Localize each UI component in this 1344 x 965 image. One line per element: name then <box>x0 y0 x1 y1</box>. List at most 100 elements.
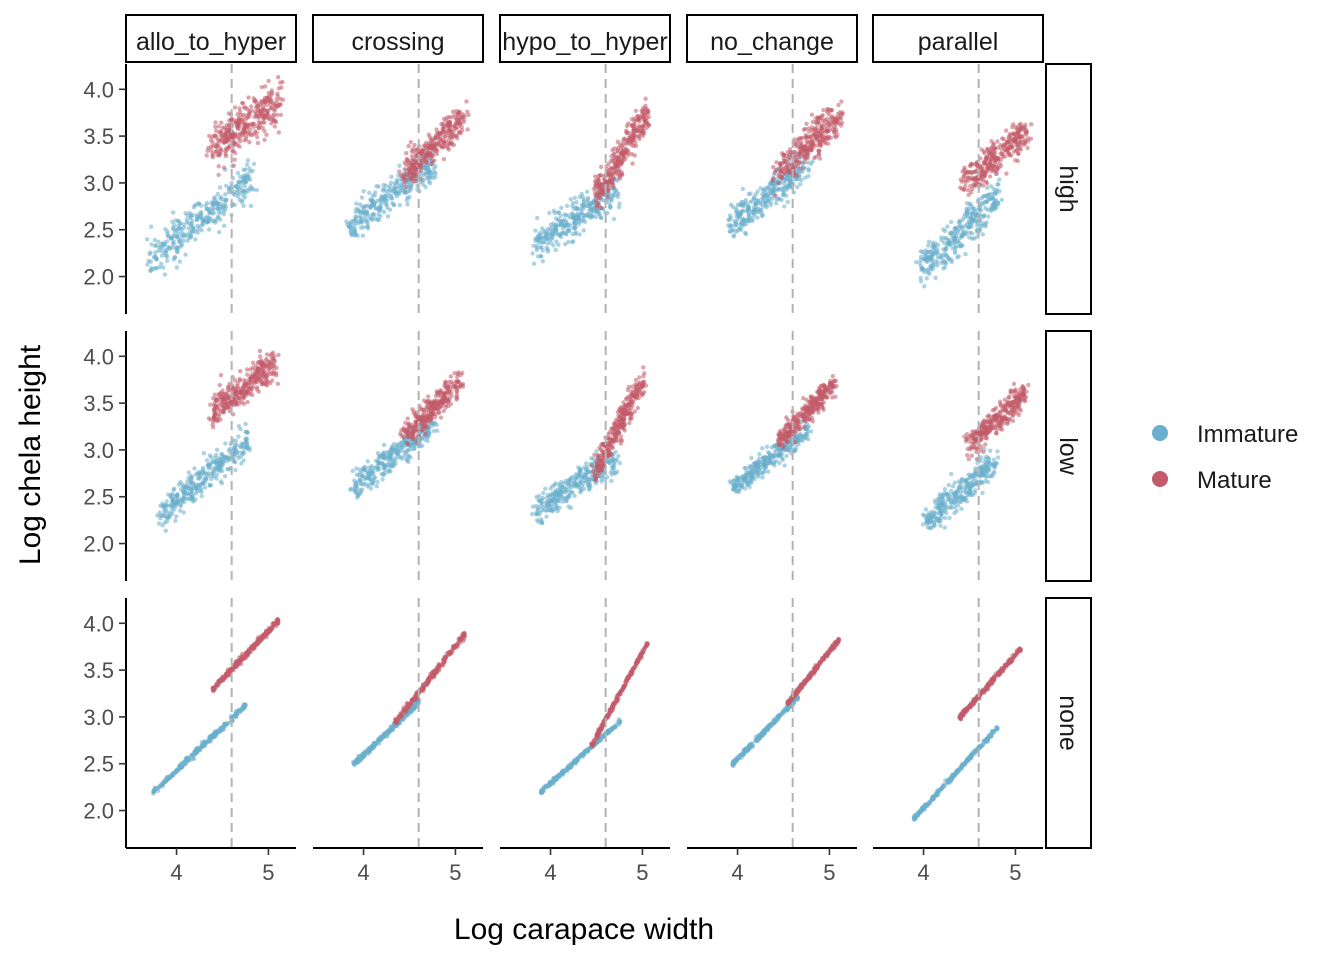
immature-point <box>744 232 748 236</box>
mature-point <box>252 132 256 136</box>
mature-point <box>625 124 629 128</box>
immature-point <box>195 217 199 221</box>
immature-point <box>428 181 432 185</box>
mature-point <box>280 80 284 84</box>
immature-point <box>536 508 540 512</box>
immature-point <box>607 461 611 465</box>
immature-point <box>530 251 534 255</box>
mature-point <box>455 396 459 400</box>
mature-point <box>443 380 447 384</box>
mature-point <box>247 123 251 127</box>
immature-point <box>554 248 558 252</box>
immature-point <box>149 260 153 264</box>
immature-point <box>744 198 748 202</box>
immature-point <box>395 178 399 182</box>
immature-point <box>390 196 394 200</box>
mature-point <box>594 473 598 477</box>
immature-point <box>185 218 189 222</box>
immature-point <box>373 465 377 469</box>
immature-point <box>612 217 616 221</box>
immature-point <box>739 203 743 207</box>
immature-point <box>755 215 759 219</box>
immature-point <box>784 177 788 181</box>
mature-point <box>1029 122 1033 126</box>
mature-point <box>261 116 265 120</box>
mature-point <box>797 160 801 164</box>
mature-point <box>277 103 281 107</box>
mature-point <box>212 410 216 414</box>
immature-point <box>223 456 227 460</box>
immature-point <box>373 475 377 479</box>
mature-point <box>430 159 434 163</box>
immature-point <box>958 219 962 223</box>
mature-point <box>837 115 841 119</box>
immature-point <box>202 472 206 476</box>
mature-point <box>814 155 818 159</box>
immature-point <box>574 472 578 476</box>
immature-point <box>382 450 386 454</box>
immature-point <box>565 221 569 225</box>
immature-point <box>203 203 207 207</box>
mature-point <box>994 165 998 169</box>
mature-point <box>263 362 267 366</box>
mature-point <box>268 102 272 106</box>
immature-point <box>195 212 199 216</box>
immature-point <box>386 214 390 218</box>
immature-point <box>997 177 1001 181</box>
mature-point <box>406 144 410 148</box>
immature-point <box>533 228 537 232</box>
immature-point <box>927 240 931 244</box>
immature-point <box>202 451 206 455</box>
immature-point <box>180 498 184 502</box>
immature-point <box>557 482 561 486</box>
points <box>348 370 465 500</box>
mature-point <box>1012 138 1016 142</box>
mature-point <box>832 120 836 124</box>
mature-point <box>405 157 409 161</box>
immature-point <box>242 176 246 180</box>
immature-point <box>178 259 182 263</box>
panel-hypo_to_hyper-low <box>530 331 648 581</box>
mature-point <box>241 117 245 121</box>
mature-point <box>255 385 259 389</box>
immature-point <box>571 201 575 205</box>
immature-point <box>170 493 174 497</box>
immature-point <box>923 257 927 261</box>
mature-point <box>241 395 245 399</box>
mature-point <box>778 175 782 179</box>
immature-point <box>547 211 551 215</box>
mature-point <box>436 136 440 140</box>
immature-point <box>359 490 363 494</box>
immature-point <box>247 448 251 452</box>
points <box>155 349 281 533</box>
immature-point <box>163 227 167 231</box>
mature-point <box>642 131 646 135</box>
mature-point <box>412 143 416 147</box>
immature-point <box>534 512 538 516</box>
immature-point <box>207 227 211 231</box>
immature-point <box>981 202 985 206</box>
immature-point <box>412 447 416 451</box>
immature-point <box>986 198 990 202</box>
immature-point <box>757 210 761 214</box>
immature-point <box>776 187 780 191</box>
mature-point <box>630 412 634 416</box>
immature-point <box>584 468 588 472</box>
mature-point <box>598 464 602 468</box>
mature-point <box>449 380 453 384</box>
mature-point <box>247 377 251 381</box>
immature-point <box>212 460 216 464</box>
immature-point <box>184 234 188 238</box>
immature-point <box>181 490 185 494</box>
mature-point <box>405 172 409 176</box>
mature-point <box>397 169 401 173</box>
mature-point <box>786 170 790 174</box>
mature-point <box>410 425 414 429</box>
mature-point <box>637 375 641 379</box>
immature-point <box>361 234 365 238</box>
mature-point <box>643 97 647 101</box>
immature-point <box>375 484 379 488</box>
mature-point <box>455 379 459 383</box>
immature-point <box>384 455 388 459</box>
immature-point <box>435 429 439 433</box>
